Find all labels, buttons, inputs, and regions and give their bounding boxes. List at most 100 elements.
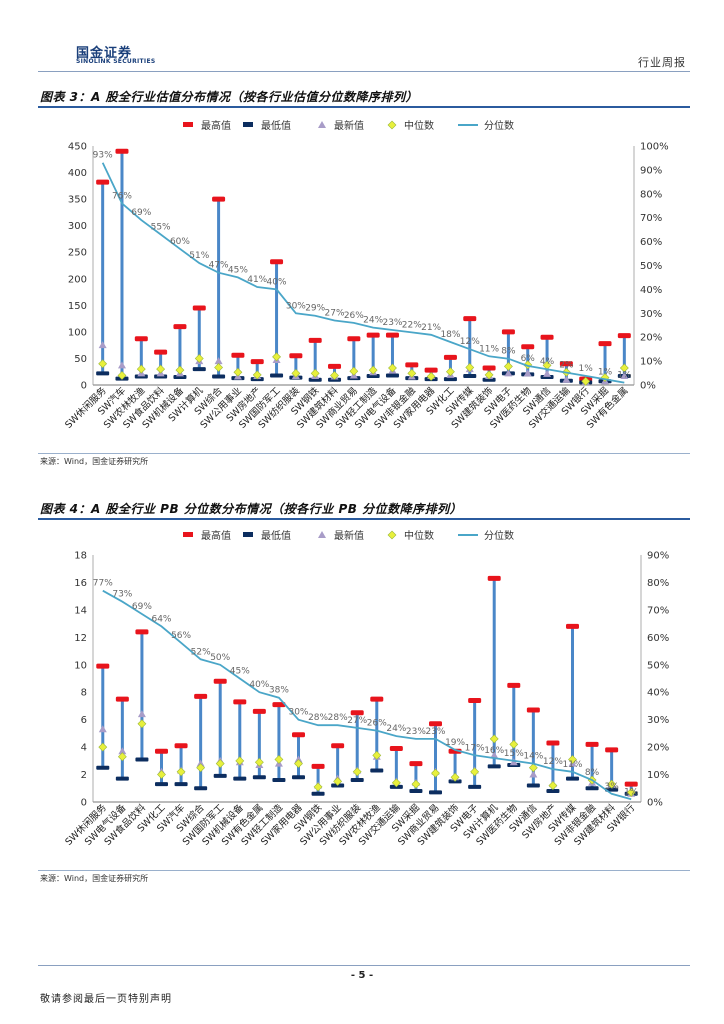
figure4-source-rule bbox=[38, 870, 690, 871]
chart2-median-marker bbox=[431, 768, 440, 778]
chart1-median-marker bbox=[194, 354, 204, 363]
chart1-legend-max-marker bbox=[183, 122, 193, 127]
chart1-max-marker bbox=[134, 336, 148, 342]
chart2-max-marker bbox=[135, 629, 149, 635]
chart2-max-marker bbox=[115, 696, 129, 702]
figure3-source-rule bbox=[38, 453, 690, 454]
chart1-min-marker bbox=[270, 373, 284, 378]
chart2-latest-marker bbox=[98, 725, 107, 733]
chart2-median-marker bbox=[509, 739, 519, 749]
chart2-median-marker bbox=[607, 779, 617, 789]
chart1-legend-min-label: 最低值 bbox=[261, 119, 291, 132]
chart1-percentile-line bbox=[101, 162, 625, 384]
chart2-max-marker bbox=[468, 697, 482, 703]
chart1-median-marker bbox=[407, 368, 417, 378]
chart2-max-marker bbox=[96, 663, 110, 669]
chart2-percentile-label: 56% bbox=[171, 631, 191, 641]
chart1-percentile-label: 2% bbox=[559, 361, 574, 371]
chart2-max-marker bbox=[292, 732, 305, 738]
chart1-ytick-label: 350 bbox=[68, 195, 87, 206]
chart2-min-marker bbox=[566, 776, 579, 781]
chart2-max-marker bbox=[605, 747, 619, 753]
footer-divider bbox=[38, 965, 690, 966]
chart1-ytick-label: 100 bbox=[68, 327, 87, 338]
chart1-median-marker bbox=[136, 364, 146, 374]
chart2-max-marker bbox=[546, 740, 560, 746]
chart2-min-marker bbox=[468, 784, 482, 789]
chart1-legend-median-marker bbox=[387, 120, 397, 130]
chart2-min-marker bbox=[233, 776, 247, 781]
chart1-max-marker bbox=[540, 334, 554, 340]
chart1-percentile-label: 23% bbox=[382, 318, 402, 328]
chart1-y2tick-label: 70% bbox=[640, 213, 662, 224]
chart1-y2tick-label: 0% bbox=[640, 381, 656, 392]
chart1-percentile-label: 24% bbox=[363, 316, 383, 326]
chart2-percentile-label: 28% bbox=[328, 713, 348, 723]
chart2-max-marker bbox=[252, 708, 266, 714]
chart2-ytick-label: 12 bbox=[74, 633, 87, 644]
chart1-median-marker bbox=[465, 363, 475, 372]
chart2-median-marker bbox=[391, 778, 401, 788]
chart2-y2tick-label: 60% bbox=[647, 633, 669, 644]
chart2-latest-marker bbox=[294, 755, 303, 763]
chart1-max-marker bbox=[598, 341, 612, 347]
chart2-min-marker bbox=[115, 776, 129, 781]
chart2-max-marker bbox=[155, 748, 168, 754]
chart1-percentile-label: 18% bbox=[440, 330, 460, 340]
chart2-percentile-label: 17% bbox=[465, 743, 485, 753]
chart1-y2tick-label: 50% bbox=[640, 261, 662, 272]
chart2-min-marker bbox=[429, 790, 442, 795]
chart1-y2tick-label: 10% bbox=[640, 357, 662, 368]
chart1-max-marker bbox=[192, 305, 206, 311]
chart2-median-marker bbox=[352, 767, 362, 777]
chart1-max-marker bbox=[385, 332, 399, 338]
chart1-median-marker bbox=[484, 370, 494, 380]
chart1-percentile-label: 47% bbox=[209, 261, 229, 271]
chart1-max-marker bbox=[212, 196, 226, 202]
chart2-latest-marker bbox=[118, 747, 127, 755]
chart1-min-marker bbox=[385, 373, 399, 378]
chart2-ytick-label: 6 bbox=[81, 715, 87, 726]
chart2-percentile-label: 1% bbox=[624, 787, 639, 797]
chart2-median-marker bbox=[274, 755, 284, 764]
chart1-legend-latest-marker bbox=[318, 121, 326, 128]
chart1-ytick-label: 50 bbox=[74, 354, 87, 365]
chart2-median-marker bbox=[294, 759, 303, 769]
chart1-max-marker bbox=[347, 336, 361, 342]
chart1-max-marker bbox=[96, 179, 110, 185]
figure4-source: 来源：Wind，国金证券研究所 bbox=[40, 874, 149, 883]
chart1-legend-min-marker bbox=[243, 122, 253, 127]
chart1-max-marker bbox=[308, 337, 322, 343]
chart2-legend: 最高值 最低值 最新值 中位数 分位数 bbox=[183, 529, 514, 542]
chart1-median-marker bbox=[349, 366, 359, 376]
chart1-ytick-label: 300 bbox=[68, 221, 87, 232]
chart2-y2tick-label: 0% bbox=[647, 798, 663, 809]
figure3-source: 来源：Wind，国金证券研究所 bbox=[40, 457, 149, 466]
chart2-percentile-label: 40% bbox=[249, 680, 269, 690]
chart1-percentile-label: 1% bbox=[579, 364, 594, 374]
chart2-min-marker bbox=[526, 783, 540, 788]
chart2-latest-marker bbox=[490, 751, 499, 759]
chart1-percentile-label: 1% bbox=[598, 367, 613, 377]
chart1-median-marker bbox=[426, 372, 436, 381]
chart2-median-marker bbox=[626, 787, 636, 797]
chart2-max-marker bbox=[409, 761, 423, 767]
chart1-max-marker bbox=[501, 329, 515, 335]
chart2-max-marker bbox=[370, 696, 384, 702]
chart1-max-marker bbox=[424, 367, 438, 373]
chart2-y2tick-label: 70% bbox=[647, 605, 669, 616]
chart2-min-marker bbox=[487, 764, 501, 769]
chart2-ytick-label: 18 bbox=[74, 551, 87, 562]
chart2-min-marker bbox=[272, 778, 286, 783]
footer-disclaimer: 敬请参阅最后一页特别声明 bbox=[40, 994, 172, 1005]
chart1-max-marker bbox=[250, 359, 264, 365]
chart1-legend-pct-label: 分位数 bbox=[484, 119, 514, 132]
chart2-median-marker bbox=[450, 772, 460, 782]
chart2-median-marker bbox=[254, 757, 264, 767]
chart2-min-marker bbox=[135, 757, 149, 762]
chart1-max-marker bbox=[617, 333, 631, 339]
chart2-max-marker bbox=[350, 710, 364, 716]
chart1-max-marker bbox=[443, 354, 457, 360]
chart2-percentile-label: 73% bbox=[112, 590, 132, 600]
chart2-ytick-label: 8 bbox=[81, 688, 87, 699]
